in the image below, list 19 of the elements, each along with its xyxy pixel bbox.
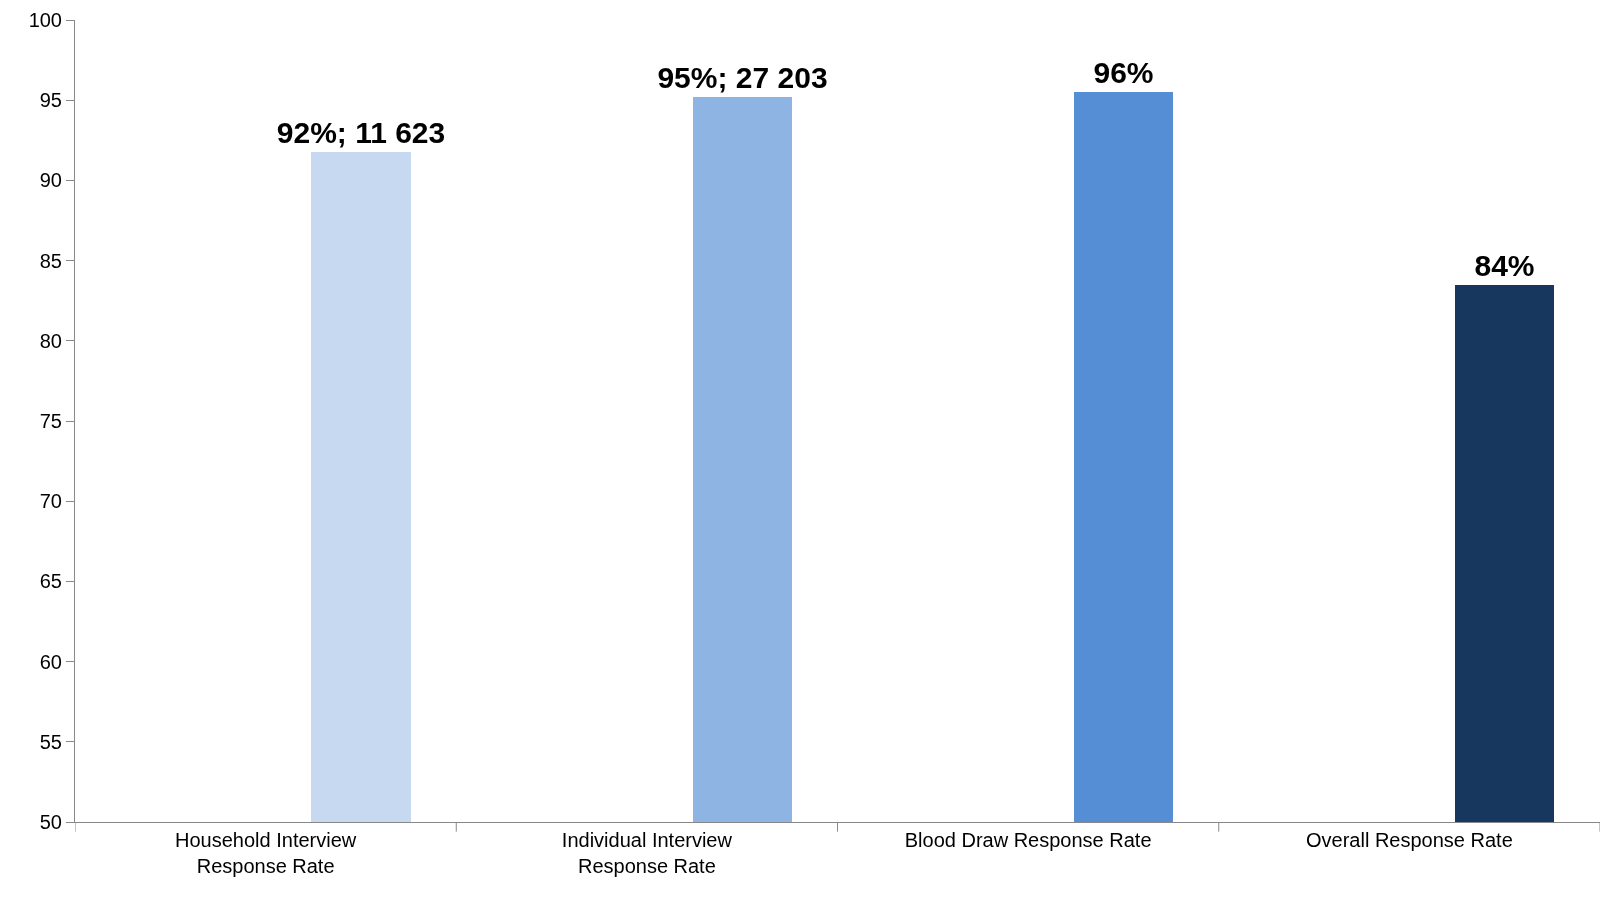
data-label: 95%; 27 203 (657, 61, 828, 94)
x-tick-label: Blood Draw Response Rate (904, 829, 1152, 851)
data-label: 84% (1474, 249, 1535, 282)
data-label: 92%; 11 623 (276, 116, 446, 149)
y-tick-label: 90 (39, 169, 62, 192)
y-tick-label: 60 (39, 650, 62, 673)
y-tick-label: 75 (39, 410, 62, 432)
y-tick-label: 100 (28, 9, 62, 31)
x-tick-label: Individual Interview Response Rate (561, 829, 733, 877)
x-tick-label: Overall Response Rate (1305, 829, 1513, 851)
y-tick-label: 50 (39, 811, 62, 833)
y-tick-label: 55 (39, 730, 62, 753)
y-tick-label: 80 (39, 329, 62, 352)
y-tick-label: 95 (39, 89, 62, 112)
data-label: 96% (1093, 56, 1154, 89)
y-tick-label: 70 (39, 490, 62, 513)
y-tick-label: 85 (39, 249, 62, 272)
x-tick-label: Household Interview Response Rate (175, 829, 357, 877)
y-tick-label: 65 (39, 570, 62, 593)
